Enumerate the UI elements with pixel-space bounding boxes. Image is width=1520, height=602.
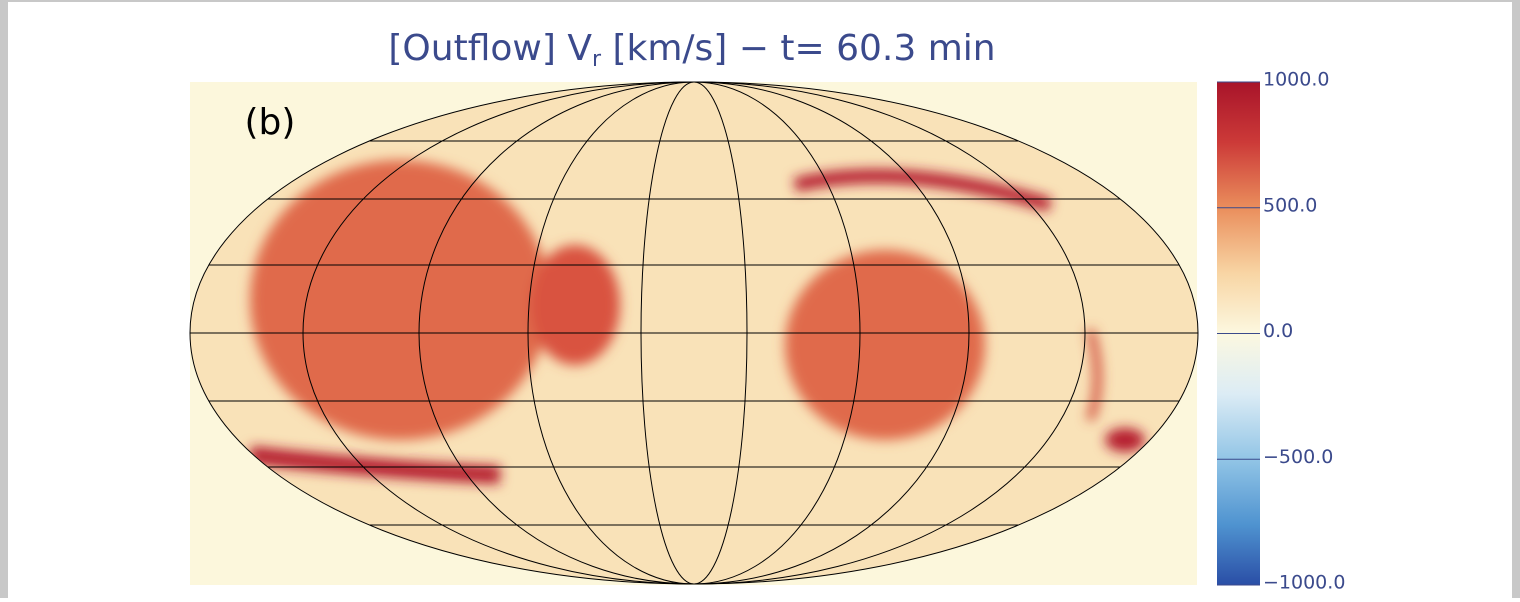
colorbar-tick-label: −500.0 [1263, 446, 1333, 468]
panel-label: (b) [245, 102, 296, 143]
title-part: [Outflow] V [388, 28, 592, 69]
colorbar-tick-label: 500.0 [1263, 194, 1317, 216]
frame-top [8, 0, 1512, 2]
field-blob [785, 250, 985, 440]
colorbar-tick-label: 1000.0 [1263, 69, 1329, 91]
frame-right [1512, 0, 1520, 598]
colorbar-tick-label: 0.0 [1263, 320, 1293, 342]
map-grid [189, 81, 1199, 585]
chart-title: [Outflow] Vr [km/s] − t= 60.3 min [388, 28, 995, 72]
field-blob [530, 245, 620, 365]
field-band [793, 169, 1053, 212]
field-blob [1105, 428, 1145, 452]
frame-left [0, 0, 8, 598]
title-subscript: r [592, 47, 602, 72]
field-band [1086, 328, 1102, 422]
colorbar-tick-label: −1000.0 [1263, 572, 1345, 594]
field-blob [250, 160, 550, 440]
title-part: [km/s] − t= 60.3 min [601, 28, 996, 69]
